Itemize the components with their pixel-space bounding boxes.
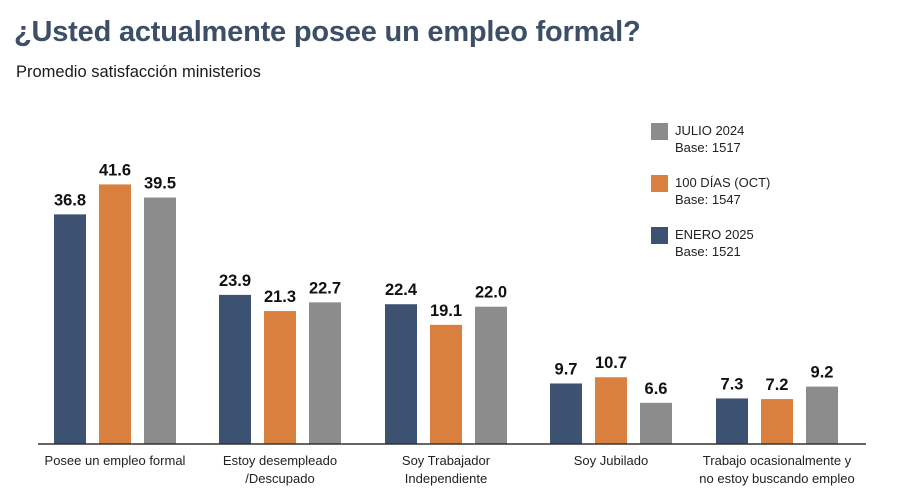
data-label-julio-2024-2: 22.0 xyxy=(475,284,507,302)
data-label-dias-100-2: 19.1 xyxy=(430,302,462,320)
legend-swatch-julio-2024 xyxy=(651,123,668,140)
bar-julio-2024-4 xyxy=(806,386,838,444)
legend-item-julio-2024: JULIO 2024 Base: 1517 xyxy=(651,119,851,159)
bar-enero-2025-3 xyxy=(550,383,582,444)
legend-base-100-dias: Base: 1547 xyxy=(675,192,741,207)
data-label-enero-2025-2: 22.4 xyxy=(385,281,418,299)
category-label-4-line-1: no estoy buscando empleo xyxy=(699,471,854,486)
bar-enero-2025-0 xyxy=(54,214,86,444)
bar-dias-100-4 xyxy=(761,399,793,444)
data-label-enero-2025-0: 36.8 xyxy=(54,191,86,209)
data-label-dias-100-3: 10.7 xyxy=(595,354,627,372)
category-label-3: Soy Jubilado xyxy=(574,453,648,468)
legend-swatch-enero-2025 xyxy=(651,227,668,244)
bar-enero-2025-1 xyxy=(219,294,251,444)
data-label-julio-2024-3: 6.6 xyxy=(645,380,668,398)
legend-base-julio-2024: Base: 1517 xyxy=(675,140,741,155)
bar-dias-100-0 xyxy=(99,184,131,444)
data-label-dias-100-1: 21.3 xyxy=(264,288,296,306)
bar-julio-2024-2 xyxy=(475,306,507,444)
category-label-2-line-1: Independiente xyxy=(405,471,487,486)
bar-enero-2025-4 xyxy=(716,398,748,444)
category-label-2-line-0: Soy Trabajador xyxy=(402,453,491,468)
chart-title: ¿Usted actualmente posee un empleo forma… xyxy=(14,16,641,48)
category-label-0: Posee un empleo formal xyxy=(45,453,186,468)
data-label-enero-2025-1: 23.9 xyxy=(219,272,251,290)
data-label-dias-100-4: 7.2 xyxy=(766,376,789,394)
data-label-dias-100-0: 41.6 xyxy=(99,161,131,179)
data-label-julio-2024-0: 39.5 xyxy=(144,175,176,193)
category-label-4-line-0: Trabajo ocasionalmente y xyxy=(703,453,852,468)
chart-subtitle: Promedio satisfacción ministerios xyxy=(16,63,261,81)
bar-julio-2024-1 xyxy=(309,302,341,444)
bar-dias-100-1 xyxy=(264,311,296,444)
bar-enero-2025-2 xyxy=(385,304,417,444)
legend-label-julio-2024: JULIO 2024 xyxy=(675,123,745,138)
legend-label-enero-2025: ENERO 2025 xyxy=(675,227,754,242)
data-label-enero-2025-4: 7.3 xyxy=(721,375,744,393)
legend-item-enero-2025: ENERO 2025 Base: 1521 xyxy=(651,223,851,263)
bar-dias-100-2 xyxy=(430,324,462,444)
data-label-julio-2024-1: 22.7 xyxy=(309,279,341,297)
bar-julio-2024-0 xyxy=(144,197,176,444)
category-label-1-line-1: /Descupado xyxy=(245,471,314,486)
legend-label-100-dias: 100 DÍAS (OCT) xyxy=(675,175,771,190)
bar-dias-100-3 xyxy=(595,377,627,444)
legend-swatch-100-dias xyxy=(651,175,668,192)
bar-julio-2024-3 xyxy=(640,402,672,444)
category-label-1-line-0: Estoy desempleado xyxy=(223,453,337,468)
data-label-enero-2025-3: 9.7 xyxy=(555,360,578,378)
legend-item-100-dias: 100 DÍAS (OCT) Base: 1547 xyxy=(651,171,851,211)
data-label-julio-2024-4: 9.2 xyxy=(811,364,834,382)
legend-base-enero-2025: Base: 1521 xyxy=(675,244,741,259)
